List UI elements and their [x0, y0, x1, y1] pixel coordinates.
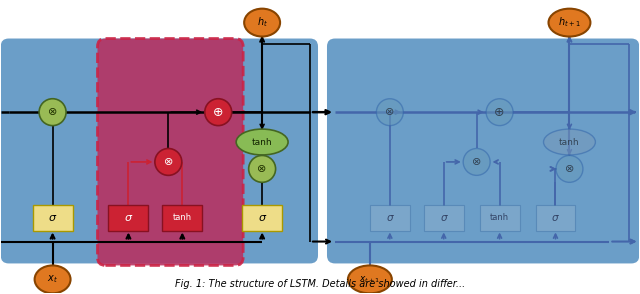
Ellipse shape: [548, 9, 591, 36]
FancyBboxPatch shape: [424, 205, 464, 230]
Text: $x_t$: $x_t$: [47, 273, 58, 285]
Text: ⊗: ⊗: [48, 107, 57, 117]
FancyBboxPatch shape: [97, 39, 243, 265]
Ellipse shape: [236, 129, 288, 155]
Ellipse shape: [244, 9, 280, 36]
Ellipse shape: [35, 265, 70, 293]
Circle shape: [556, 156, 583, 182]
FancyBboxPatch shape: [370, 205, 410, 230]
Circle shape: [205, 99, 232, 126]
FancyBboxPatch shape: [536, 205, 575, 230]
Text: ⊗: ⊗: [564, 164, 574, 174]
Text: tanh: tanh: [559, 138, 580, 146]
Text: tanh: tanh: [252, 138, 273, 146]
FancyBboxPatch shape: [242, 205, 282, 230]
Text: ⊗: ⊗: [472, 157, 481, 167]
Text: ⊕: ⊕: [494, 106, 505, 119]
Ellipse shape: [543, 129, 595, 155]
Text: tanh: tanh: [173, 213, 192, 222]
Text: $x_{t+1}$: $x_{t+1}$: [359, 274, 381, 285]
Text: $h_t$: $h_t$: [257, 16, 268, 29]
Text: ⊗: ⊗: [164, 157, 173, 167]
Text: σ: σ: [387, 213, 393, 223]
Text: σ: σ: [259, 213, 266, 223]
Text: tanh: tanh: [490, 213, 509, 222]
Text: σ: σ: [440, 213, 447, 223]
FancyBboxPatch shape: [33, 205, 72, 230]
FancyBboxPatch shape: [1, 39, 318, 263]
Circle shape: [463, 148, 490, 175]
Text: σ: σ: [125, 213, 132, 223]
Circle shape: [39, 99, 66, 126]
Circle shape: [376, 99, 403, 126]
Text: ⊗: ⊗: [385, 107, 394, 117]
Circle shape: [155, 148, 182, 175]
Text: σ: σ: [49, 213, 56, 223]
Text: Fig. 1: The structure of LSTM. Details are showed in differ...: Fig. 1: The structure of LSTM. Details a…: [175, 279, 465, 289]
Text: ⊗: ⊗: [257, 164, 267, 174]
Circle shape: [249, 156, 276, 182]
FancyBboxPatch shape: [479, 205, 520, 230]
Circle shape: [486, 99, 513, 126]
FancyBboxPatch shape: [108, 205, 148, 230]
Ellipse shape: [348, 265, 392, 293]
FancyBboxPatch shape: [163, 205, 202, 230]
Text: $h_{t+1}$: $h_{t+1}$: [558, 16, 581, 29]
Text: ⊕: ⊕: [213, 106, 223, 119]
Text: σ: σ: [552, 213, 559, 223]
FancyBboxPatch shape: [327, 39, 639, 263]
